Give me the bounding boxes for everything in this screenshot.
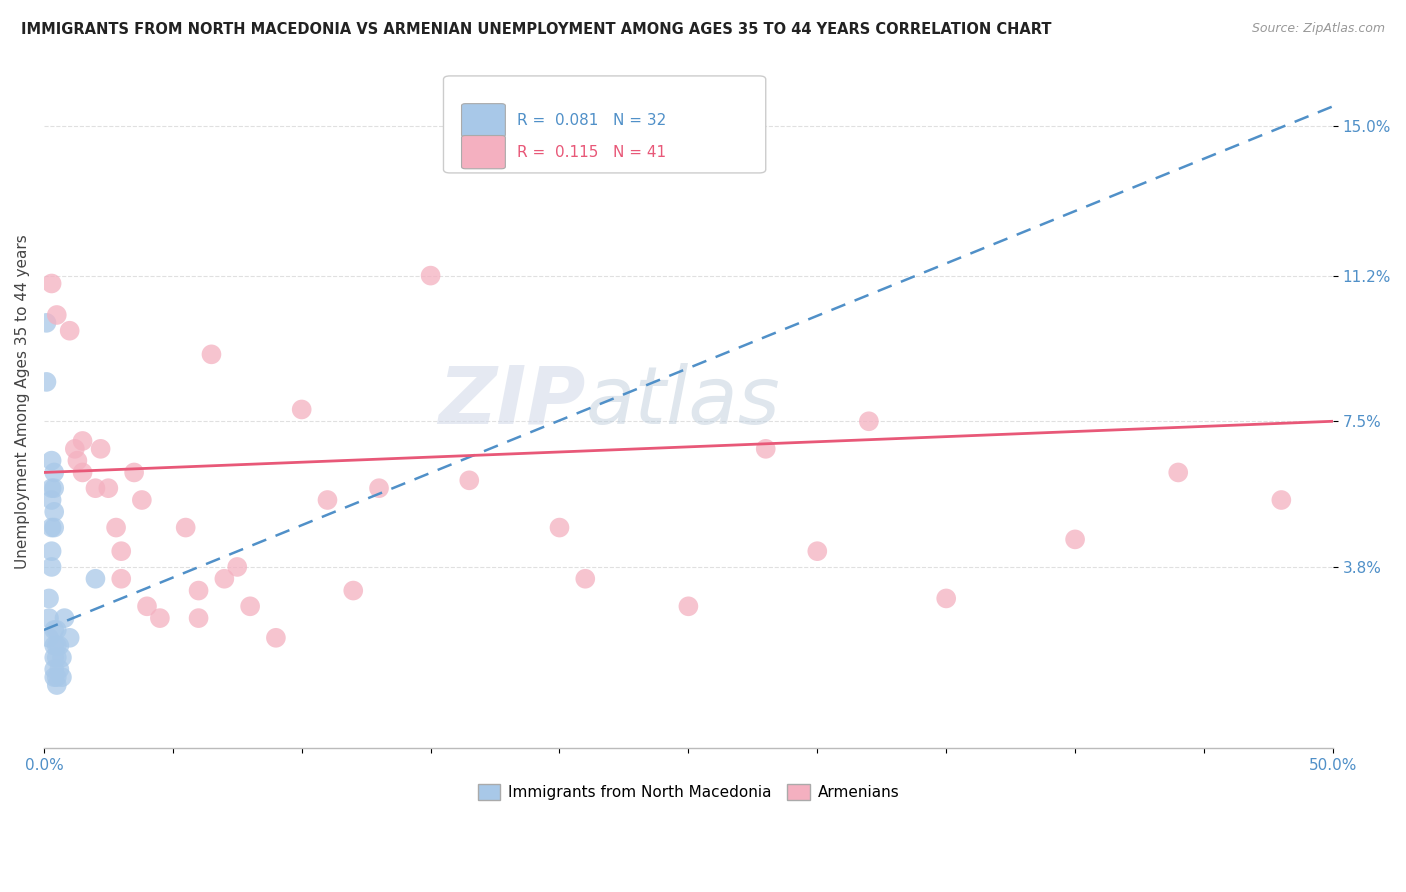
Point bbox=[45, 670, 67, 684]
Point bbox=[44, 662, 66, 676]
Point bbox=[174, 520, 197, 534]
Point bbox=[239, 599, 262, 614]
Point bbox=[41, 560, 63, 574]
Point bbox=[41, 493, 63, 508]
Point bbox=[90, 442, 112, 456]
Point bbox=[226, 560, 249, 574]
Point bbox=[136, 599, 159, 614]
Point bbox=[44, 623, 66, 637]
Point bbox=[38, 591, 60, 606]
Point bbox=[44, 481, 66, 495]
Legend: Immigrants from North Macedonia, Armenians: Immigrants from North Macedonia, Armenia… bbox=[471, 778, 905, 806]
Point bbox=[806, 544, 828, 558]
Point bbox=[35, 316, 58, 330]
Point bbox=[66, 453, 89, 467]
Point bbox=[45, 623, 67, 637]
Point bbox=[678, 599, 700, 614]
Point bbox=[72, 434, 94, 448]
Point bbox=[38, 611, 60, 625]
Point bbox=[51, 670, 73, 684]
Point bbox=[1270, 493, 1292, 508]
Point bbox=[41, 481, 63, 495]
Point bbox=[548, 520, 571, 534]
FancyBboxPatch shape bbox=[461, 136, 505, 169]
Text: R =  0.081   N = 32: R = 0.081 N = 32 bbox=[517, 112, 666, 128]
Point bbox=[200, 347, 222, 361]
Text: IMMIGRANTS FROM NORTH MACEDONIA VS ARMENIAN UNEMPLOYMENT AMONG AGES 35 TO 44 YEA: IMMIGRANTS FROM NORTH MACEDONIA VS ARMEN… bbox=[21, 22, 1052, 37]
Point bbox=[72, 466, 94, 480]
Point bbox=[368, 481, 391, 495]
Point bbox=[1064, 533, 1087, 547]
Point bbox=[44, 505, 66, 519]
Point bbox=[63, 442, 86, 456]
Point bbox=[110, 572, 132, 586]
Point bbox=[45, 650, 67, 665]
Point bbox=[264, 631, 287, 645]
Point bbox=[187, 611, 209, 625]
Point bbox=[131, 493, 153, 508]
Point bbox=[214, 572, 236, 586]
Point bbox=[84, 572, 107, 586]
Point bbox=[48, 639, 70, 653]
Point bbox=[41, 453, 63, 467]
Point bbox=[574, 572, 596, 586]
Point bbox=[41, 544, 63, 558]
FancyBboxPatch shape bbox=[443, 76, 766, 173]
Point bbox=[38, 631, 60, 645]
Text: R =  0.115   N = 41: R = 0.115 N = 41 bbox=[517, 145, 666, 160]
Point bbox=[51, 650, 73, 665]
Point bbox=[122, 466, 145, 480]
Point bbox=[458, 473, 481, 487]
Text: ZIP: ZIP bbox=[437, 362, 585, 441]
Point bbox=[291, 402, 314, 417]
Point bbox=[97, 481, 120, 495]
Point bbox=[755, 442, 778, 456]
Point bbox=[35, 375, 58, 389]
FancyBboxPatch shape bbox=[461, 103, 505, 136]
Point bbox=[45, 678, 67, 692]
Y-axis label: Unemployment Among Ages 35 to 44 years: Unemployment Among Ages 35 to 44 years bbox=[15, 235, 30, 569]
Point bbox=[59, 324, 82, 338]
Point bbox=[48, 662, 70, 676]
Point bbox=[110, 544, 132, 558]
Text: atlas: atlas bbox=[585, 362, 780, 441]
Point bbox=[858, 414, 880, 428]
Point bbox=[1167, 466, 1189, 480]
Point bbox=[44, 639, 66, 653]
Point bbox=[53, 611, 76, 625]
Point bbox=[419, 268, 441, 283]
Point bbox=[935, 591, 957, 606]
Point bbox=[342, 583, 364, 598]
Point bbox=[41, 277, 63, 291]
Text: Source: ZipAtlas.com: Source: ZipAtlas.com bbox=[1251, 22, 1385, 36]
Point bbox=[44, 466, 66, 480]
Point bbox=[316, 493, 339, 508]
Point bbox=[45, 308, 67, 322]
Point bbox=[44, 520, 66, 534]
Point bbox=[187, 583, 209, 598]
Point bbox=[84, 481, 107, 495]
Point bbox=[59, 631, 82, 645]
Point bbox=[45, 639, 67, 653]
Point bbox=[149, 611, 172, 625]
Point bbox=[44, 650, 66, 665]
Point bbox=[44, 670, 66, 684]
Point bbox=[41, 520, 63, 534]
Point bbox=[105, 520, 128, 534]
